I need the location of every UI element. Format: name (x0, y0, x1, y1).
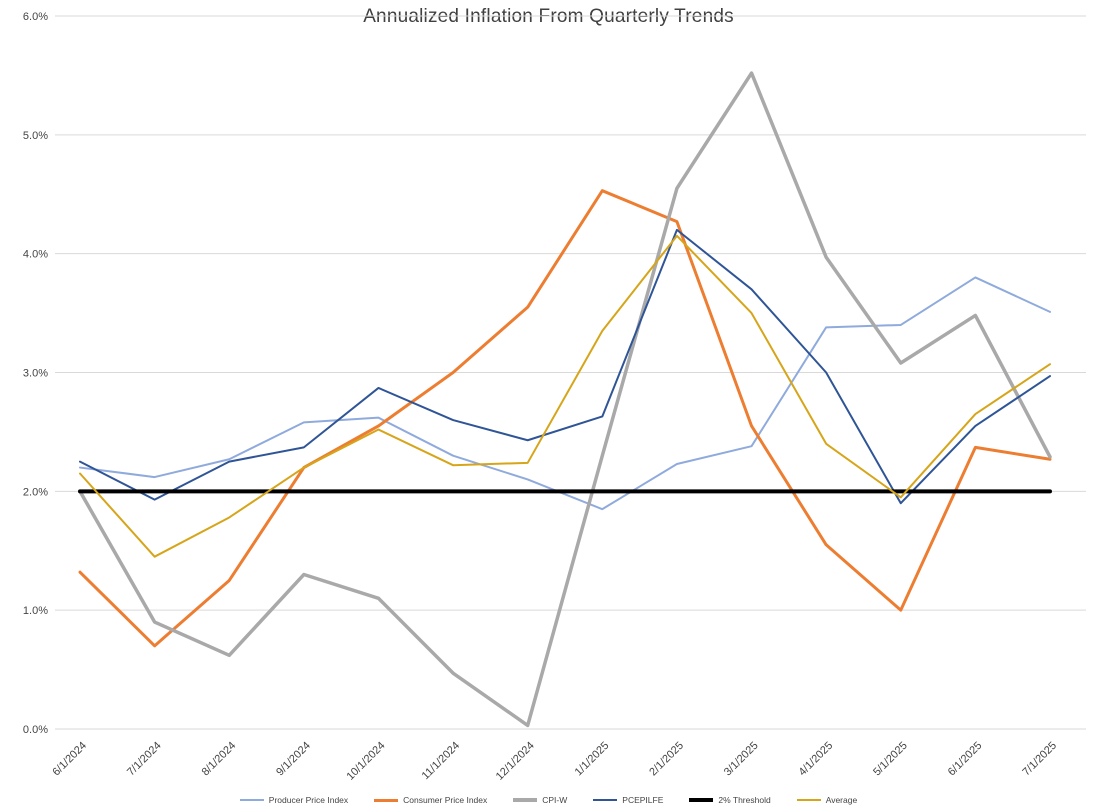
x-axis-tick-label: 2/1/2025 (647, 740, 686, 779)
legend-line-swatch (513, 798, 538, 802)
legend-line-swatch (593, 799, 618, 801)
legend-item-average: Average (796, 795, 858, 805)
y-axis-tick-label: 2.0% (23, 486, 48, 498)
legend-item-2pct-threshold: 2% Threshold (689, 795, 771, 805)
legend-item-consumer-price-index: Consumer Price Index (374, 795, 487, 805)
x-axis-tick-label: 9/1/2024 (274, 740, 313, 779)
x-axis-tick-label: 7/1/2025 (1020, 740, 1059, 779)
series-line (79, 228, 1051, 505)
legend-line-swatch (796, 799, 821, 801)
x-axis-tick-label: 6/1/2024 (50, 740, 89, 779)
x-axis-tick-label: 6/1/2025 (946, 740, 985, 779)
x-axis-tick-label: 1/1/2025 (573, 740, 612, 779)
x-axis-tick-label: 7/1/2024 (125, 740, 164, 779)
y-axis-tick-label: 4.0% (23, 249, 48, 261)
legend-label: PCEPILFE (622, 795, 664, 805)
x-axis-tick-label: 11/1/2024 (420, 740, 463, 783)
x-axis-tick-label: 10/1/2024 (344, 740, 387, 783)
series-line (78, 189, 1052, 648)
legend-item-producer-price-index: Producer Price Index (239, 795, 349, 805)
x-axis-tick-label: 12/1/2024 (494, 740, 537, 783)
legend-label: CPI-W (542, 795, 568, 805)
legend-item-cpi-w: CPI-W (513, 795, 567, 805)
legend-label: Producer Price Index (268, 795, 349, 805)
x-axis-tick-label: 3/1/2025 (722, 740, 761, 779)
legend-label: Average (825, 795, 858, 805)
y-axis-tick-label: 6.0% (23, 11, 48, 23)
legend-item-pcepilfe: PCEPILFE (593, 795, 663, 805)
series-line (79, 234, 1051, 558)
legend-line-swatch (374, 798, 399, 802)
legend-label: Consumer Price Index (403, 795, 488, 805)
y-axis-tick-label: 0.0% (23, 724, 48, 736)
series-line (78, 71, 1052, 728)
x-axis-tick-label: 4/1/2025 (797, 740, 836, 779)
x-axis-tick-label: 8/1/2024 (200, 740, 239, 779)
y-axis-tick-label: 1.0% (23, 605, 48, 617)
legend-line-swatch (689, 798, 714, 802)
series-line (79, 276, 1051, 511)
chart-legend: Producer Price Index Consumer Price Inde… (0, 795, 1097, 805)
legend-line-swatch (239, 799, 264, 801)
y-axis-tick-label: 5.0% (23, 130, 48, 142)
x-axis-tick-label: 5/1/2025 (871, 740, 910, 779)
legend-label: 2% Threshold (718, 795, 771, 805)
y-axis-tick-label: 3.0% (23, 368, 48, 380)
